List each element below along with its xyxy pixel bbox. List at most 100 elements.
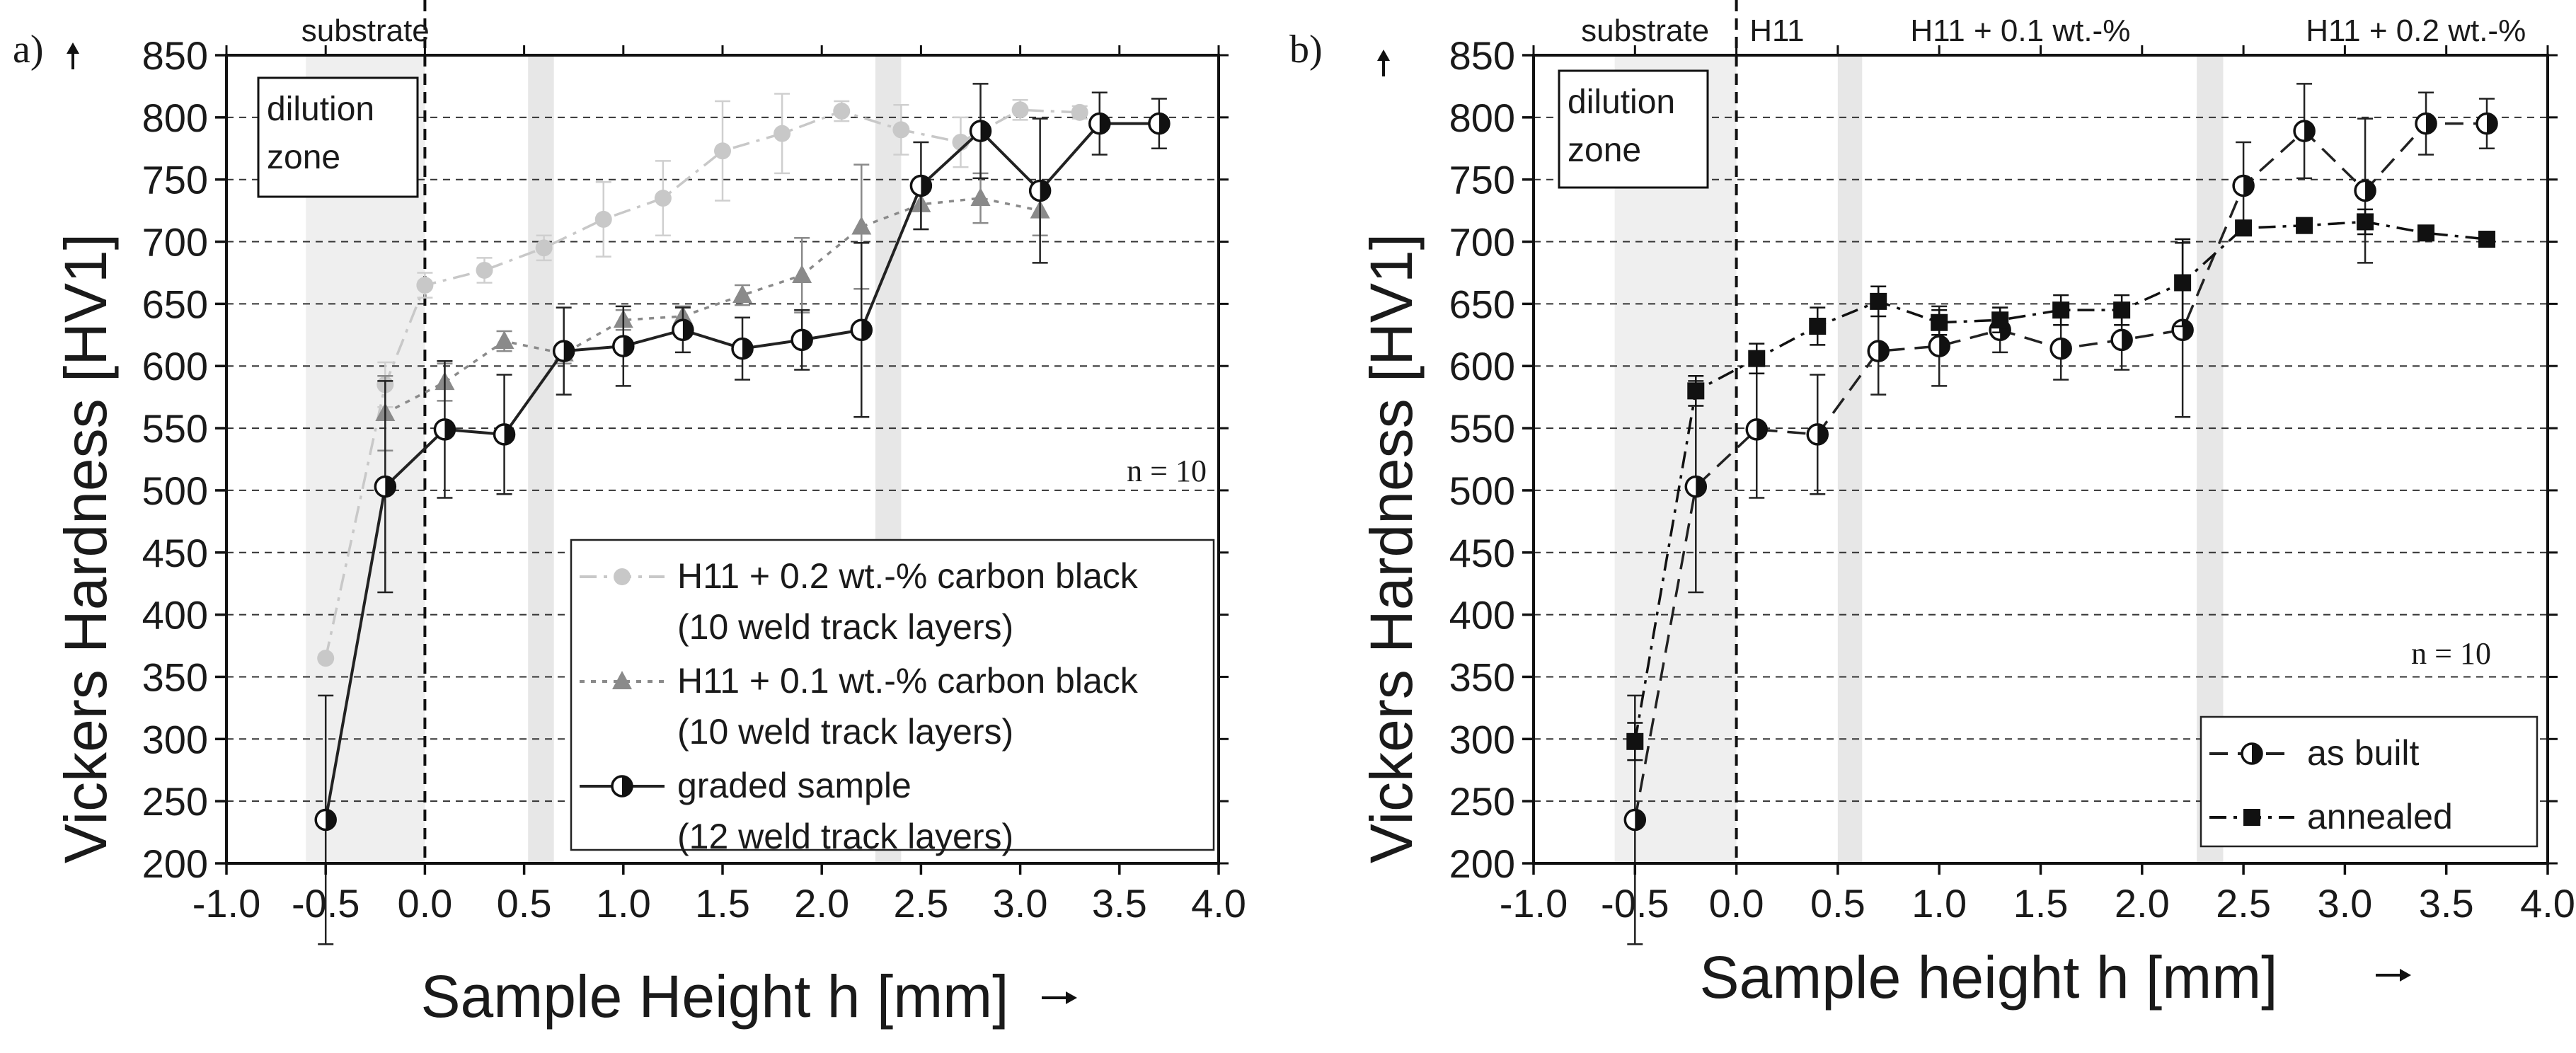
- plot-area-b: -1.0 -0.5 0.0 0.5 1.0 1.5 2.0 2.5 3.0 3.5 4.0 200 25…: [1449, 0, 2575, 945]
- legend-marker: [2243, 809, 2260, 826]
- y-tick-label: 850: [142, 33, 208, 78]
- data-point: [851, 216, 872, 235]
- data-point: [2417, 224, 2435, 242]
- region-label: H11: [1749, 13, 1804, 48]
- y-tick-label: 750: [142, 158, 208, 202]
- data-point: [732, 284, 753, 304]
- legend-label: as built: [2307, 733, 2420, 773]
- y-tick-label: 550: [142, 406, 208, 451]
- data-point: [2293, 120, 2316, 142]
- data-point: [1867, 340, 1890, 362]
- dilution-zone-label: zone: [267, 139, 340, 176]
- legend-label: (12 weld track layers): [677, 817, 1013, 856]
- data-point: [1011, 101, 1029, 119]
- y-tick-label: 550: [1449, 406, 1515, 451]
- y-tick-label: 350: [142, 655, 208, 699]
- data-point: [714, 142, 731, 160]
- x-tick-label: -1.0: [192, 881, 261, 926]
- x-tick-label: 0.5: [497, 881, 552, 926]
- data-point: [314, 808, 337, 832]
- data-point: [774, 125, 791, 142]
- series-line: [324, 108, 1080, 659]
- data-point: [1809, 318, 1827, 335]
- sample-count-label: n = 10: [2411, 636, 2491, 671]
- data-point: [1028, 179, 1052, 202]
- dilution-zone-box: [257, 76, 419, 198]
- data-point: [2354, 179, 2376, 202]
- y-tick-label: 400: [1449, 593, 1515, 638]
- panel-label-b: b): [1289, 28, 1323, 71]
- y-tick-label: 750: [1449, 158, 1515, 202]
- y-tick-label: 700: [142, 220, 208, 265]
- region-label: H11 + 0.1 wt.-%: [1910, 13, 2130, 48]
- region-label: substrate: [1581, 13, 1709, 48]
- data-point: [1991, 311, 2009, 329]
- panel-label-a: a): [13, 28, 44, 71]
- data-point: [1806, 423, 1829, 446]
- data-point: [2357, 213, 2374, 231]
- series-square: [1626, 208, 2496, 761]
- y-tick-label: 600: [1449, 344, 1515, 389]
- axis-arrow-icon: [2400, 969, 2411, 982]
- x-tick-label: 2.5: [893, 881, 948, 926]
- data-point: [552, 340, 575, 362]
- y-tick-label: 400: [142, 593, 208, 638]
- y-axis-label-b: Vickers Hardness [HV1]: [1358, 234, 1425, 863]
- data-point: [654, 190, 672, 207]
- legend-marker: [612, 671, 632, 689]
- y-tick-label: 200: [142, 841, 208, 886]
- y-axis-label-a: Vickers Hardness [HV1]: [52, 234, 119, 863]
- y-tick-label: 700: [1449, 220, 1515, 265]
- x-tick-label: -0.5: [292, 881, 360, 926]
- chart-a: a) Vickers Hardness [HV1] Sample Height …: [13, 0, 1246, 1030]
- x-tick-label: -0.5: [1601, 881, 1669, 926]
- y-tick-label: 300: [1449, 717, 1515, 761]
- x-tick-label: 1.0: [596, 881, 651, 926]
- data-point: [892, 121, 910, 139]
- series-line: [384, 197, 1040, 415]
- data-point: [2476, 112, 2498, 135]
- x-tick-label: 1.5: [2013, 881, 2069, 926]
- plot-area-a: -1.0 -0.5 0.0 0.5 1.0 1.5 2.0 2.5 3.0 3.5 4.0 200 25…: [142, 0, 1246, 945]
- y-tick-label: 250: [142, 779, 208, 824]
- x-axis-label-b: Sample height h [mm]: [1699, 944, 2277, 1011]
- data-point: [416, 277, 434, 294]
- data-point: [1928, 335, 1950, 357]
- axis-arrow-icon: [67, 42, 79, 54]
- x-tick-label: 3.5: [1092, 881, 1147, 926]
- legend-label: annealed: [2307, 797, 2453, 836]
- series-circle: [317, 93, 1088, 667]
- data-point: [2113, 301, 2131, 319]
- x-tick-label: 4.0: [1191, 881, 1246, 926]
- x-axis-label-a: Sample Height h [mm]: [421, 963, 1009, 1030]
- x-tick-label: 2.0: [794, 881, 849, 926]
- data-point: [1745, 418, 1769, 441]
- x-tick-label: 2.5: [2216, 881, 2271, 926]
- data-point: [833, 103, 851, 120]
- region-label: H11 + 0.2 wt.-%: [2306, 13, 2526, 48]
- x-tick-label: 3.0: [2317, 881, 2372, 926]
- data-point: [2478, 231, 2496, 248]
- data-point: [969, 120, 992, 142]
- y-tick-label: 200: [1449, 841, 1515, 886]
- x-tick-label: 0.0: [397, 881, 452, 926]
- x-tick-label: 0.0: [1709, 881, 1764, 926]
- y-tick-label: 650: [1449, 282, 1515, 326]
- legend-marker: [611, 775, 633, 798]
- data-point: [1071, 103, 1088, 121]
- data-point: [2174, 274, 2192, 292]
- data-point: [970, 188, 991, 207]
- data-point: [731, 337, 754, 360]
- data-point: [1148, 112, 1171, 135]
- data-point: [1748, 350, 1766, 367]
- y-tick-label: 450: [142, 531, 208, 575]
- data-point: [850, 318, 873, 342]
- data-point: [612, 335, 635, 357]
- data-point: [2235, 219, 2253, 237]
- data-point: [1623, 808, 1647, 832]
- series-triangle: [375, 163, 1050, 451]
- data-point: [2415, 112, 2437, 135]
- y-tick-label: 300: [142, 717, 208, 761]
- data-point: [2052, 301, 2070, 319]
